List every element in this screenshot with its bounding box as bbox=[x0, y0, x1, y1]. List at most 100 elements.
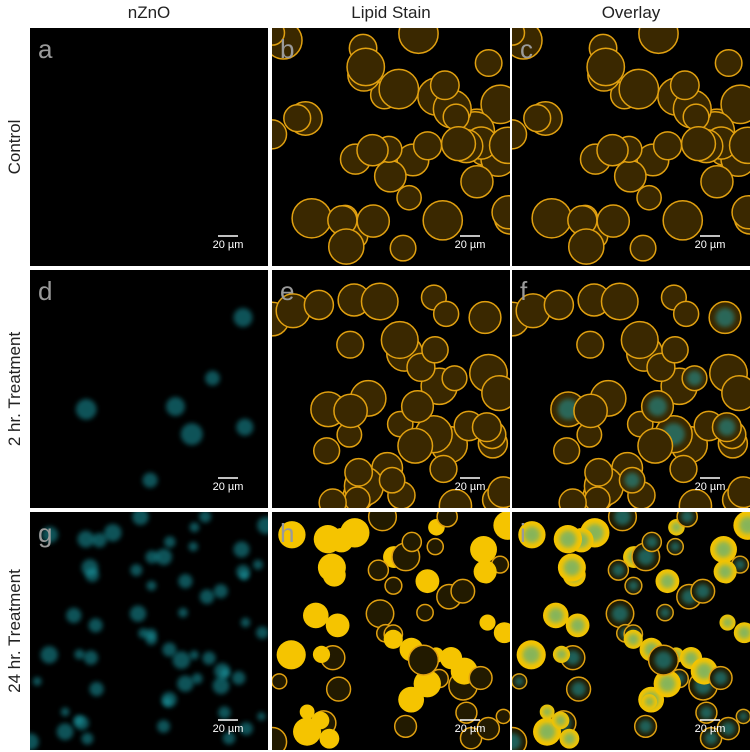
lipid-cell bbox=[552, 437, 581, 465]
scale-bar-label: 20 µm bbox=[695, 481, 726, 493]
lipid-cell bbox=[487, 476, 510, 508]
lipid-cell bbox=[413, 670, 441, 698]
nzno-signal bbox=[60, 707, 70, 717]
nzno-signal bbox=[41, 526, 59, 543]
lipid-cell bbox=[596, 133, 629, 167]
lipid-cell bbox=[429, 70, 460, 101]
lipid-cell bbox=[669, 70, 700, 101]
lipid-cell bbox=[278, 521, 306, 549]
scale-bar-label: 20 µm bbox=[455, 481, 486, 493]
lipid-cell bbox=[438, 488, 473, 508]
nzno-signal bbox=[103, 523, 122, 542]
nzno-signal bbox=[654, 651, 673, 670]
panel-letter: a bbox=[38, 34, 53, 64]
lipid-cell bbox=[629, 234, 657, 262]
lipid-cell bbox=[523, 104, 552, 133]
lipid-cell bbox=[450, 578, 476, 604]
nzno-signal bbox=[739, 516, 750, 535]
lipid-cell bbox=[401, 531, 423, 553]
nzno-signal bbox=[739, 712, 748, 721]
nzno-signal bbox=[162, 697, 173, 707]
nzno-signal bbox=[89, 681, 104, 697]
cells bbox=[512, 512, 750, 750]
cells bbox=[30, 512, 268, 750]
lipid-cell bbox=[600, 282, 639, 321]
scale-bar-label: 20 µm bbox=[213, 481, 244, 493]
nzno-signal bbox=[32, 676, 42, 686]
lipid-cell bbox=[727, 476, 750, 508]
nzno-signal bbox=[563, 732, 576, 745]
lipid-cell bbox=[558, 488, 587, 508]
lipid-cell bbox=[412, 131, 443, 161]
lipid-cell bbox=[426, 537, 445, 556]
nzno-signal bbox=[222, 731, 236, 745]
cells bbox=[512, 28, 750, 265]
micrograph-panel: c 20 µm bbox=[512, 28, 750, 266]
nzno-signal bbox=[214, 663, 231, 680]
nzno-signal bbox=[670, 541, 681, 552]
lipid-cell bbox=[396, 184, 422, 211]
lipid-cell bbox=[728, 126, 750, 165]
lipid-cell bbox=[678, 488, 713, 508]
lipid-cell bbox=[333, 393, 368, 429]
nzno-signal bbox=[129, 605, 147, 622]
nzno-signal bbox=[164, 536, 176, 548]
nzno-signal bbox=[627, 633, 639, 646]
nzno-signal bbox=[624, 472, 640, 488]
nzno-signal bbox=[191, 673, 203, 684]
nzno-signal bbox=[92, 532, 107, 548]
nzno-signal bbox=[236, 564, 251, 579]
panel-letter: b bbox=[280, 34, 294, 64]
lipid-cell bbox=[682, 103, 710, 131]
panel-background bbox=[30, 28, 268, 266]
lipid-cell bbox=[473, 560, 497, 584]
nzno-signal bbox=[715, 307, 735, 328]
lipid-cell bbox=[573, 393, 608, 429]
nzno-signal bbox=[213, 584, 228, 599]
nzno-signal bbox=[178, 607, 188, 618]
nzno-signal bbox=[715, 541, 732, 558]
micrograph-panel: a 20 µm bbox=[30, 28, 268, 266]
nzno-signal bbox=[138, 628, 149, 639]
nzno-signal bbox=[165, 397, 185, 417]
column-header: nZnO bbox=[128, 3, 171, 22]
lipid-cell bbox=[731, 195, 750, 230]
lipid-cell bbox=[311, 711, 330, 730]
nzno-signal bbox=[257, 516, 268, 535]
lipid-cell bbox=[584, 457, 614, 487]
lipid-cell bbox=[714, 48, 743, 78]
nzno-signal bbox=[199, 512, 212, 523]
nzno-signal bbox=[66, 607, 82, 624]
lipid-cell bbox=[383, 629, 403, 649]
nzno-signal bbox=[639, 719, 653, 733]
lipid-cell bbox=[721, 375, 750, 412]
lipid-cell bbox=[336, 330, 365, 359]
nzno-signal bbox=[75, 398, 97, 420]
nzno-signal bbox=[188, 541, 199, 552]
nzno-signal bbox=[88, 618, 103, 633]
panel-letter: d bbox=[38, 276, 52, 306]
nzno-signal bbox=[172, 651, 191, 670]
lipid-cell bbox=[471, 412, 502, 443]
nzno-signal bbox=[722, 617, 733, 628]
nzno-signal bbox=[721, 721, 735, 736]
micrograph-panel: d 20 µm bbox=[30, 270, 268, 508]
nzno-signal bbox=[512, 733, 521, 750]
nzno-signal bbox=[212, 677, 230, 695]
lipid-cell bbox=[638, 28, 679, 55]
row-header: Control bbox=[5, 120, 24, 175]
lipid-cell bbox=[481, 375, 510, 412]
lipid-cell bbox=[488, 126, 510, 165]
nzno-signal bbox=[56, 723, 74, 741]
lipid-cell bbox=[618, 68, 660, 110]
nzno-signal bbox=[146, 580, 157, 591]
nzno-signal bbox=[700, 706, 713, 719]
nzno-signal bbox=[555, 715, 566, 726]
lipid-cell bbox=[583, 486, 611, 508]
scale-bar-label: 20 µm bbox=[695, 723, 726, 735]
nzno-signal bbox=[713, 671, 728, 685]
nzno-signal bbox=[559, 530, 577, 548]
lipid-cell bbox=[272, 673, 288, 690]
lipid-cell bbox=[272, 726, 288, 750]
lipid-cell bbox=[365, 599, 395, 629]
